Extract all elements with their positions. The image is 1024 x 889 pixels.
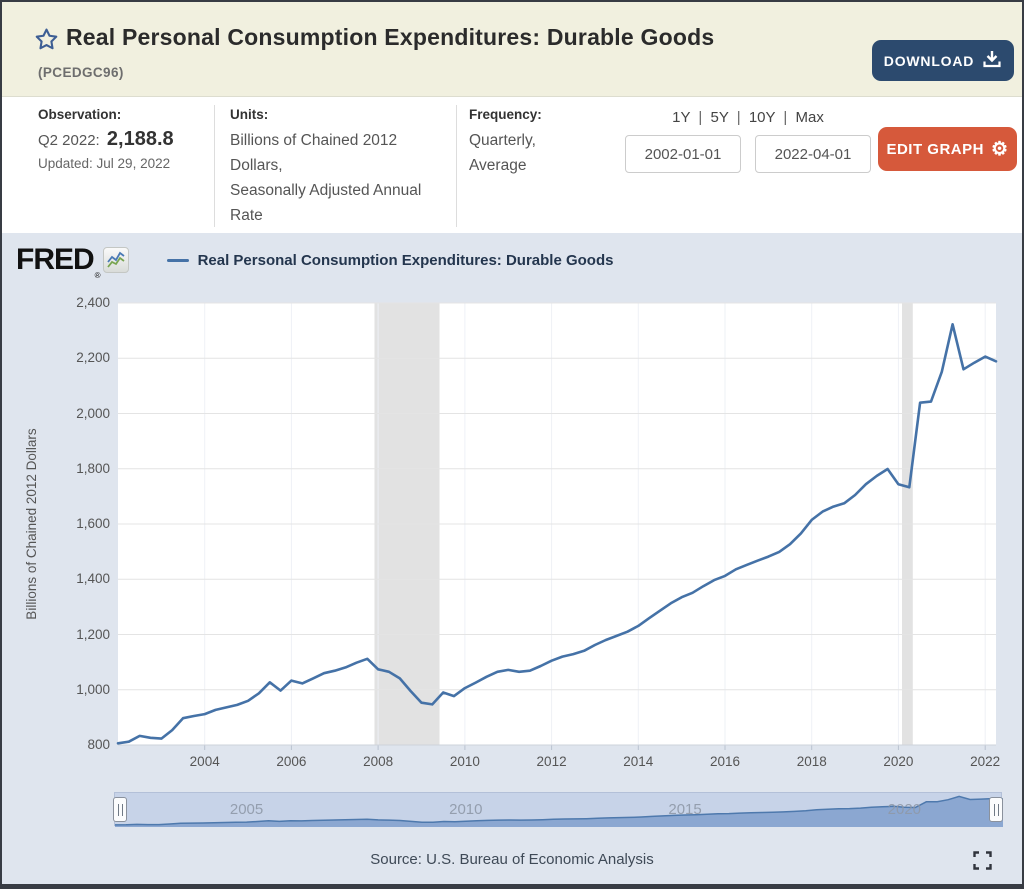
fred-logo[interactable]: FRED®	[16, 243, 101, 280]
series-id: (PCEDGC96)	[38, 65, 124, 80]
slider-handle-right[interactable]	[989, 797, 1003, 822]
x-axis-tick-label: 2014	[623, 754, 654, 769]
range-separator: |	[783, 109, 788, 126]
x-axis-tick-label: 2022	[970, 754, 1001, 769]
observation-label: Observation:	[38, 107, 122, 122]
x-axis-tick-label: 2012	[536, 754, 567, 769]
y-axis-tick-label: 1,600	[76, 516, 110, 531]
download-button-label: DOWNLOAD	[883, 52, 975, 69]
graph-container: FRED® Real Personal Consumption Expendit…	[2, 233, 1022, 884]
column-divider	[214, 105, 215, 227]
observation-period: Q2 2022:	[38, 132, 100, 149]
range-links: 1Y | 5Y | 10Y | Max	[625, 109, 871, 126]
frequency-column: Frequency: Quarterly, Average	[469, 107, 609, 178]
edit-graph-button[interactable]: EDIT GRAPH ⚙	[878, 127, 1017, 171]
y-axis-tick-label: 800	[87, 737, 110, 752]
source-note: Source: U.S. Bureau of Economic Analysis	[370, 851, 654, 868]
range-link-10y[interactable]: 10Y	[748, 109, 776, 126]
units-value-2: Seasonally Adjusted Annual Rate	[230, 182, 422, 224]
range-link-1y[interactable]: 1Y	[672, 109, 691, 126]
y-axis-title: Billions of Chained 2012 Dollars	[24, 428, 39, 620]
observation-value: 2,188.8	[106, 128, 174, 150]
slider-year-label: 2020	[887, 801, 922, 818]
range-link-max[interactable]: Max	[795, 109, 824, 126]
y-axis-tick-label: 1,400	[76, 571, 110, 587]
page-title: Real Personal Consumption Expenditures: …	[66, 24, 715, 50]
x-axis-tick-label: 2004	[189, 754, 220, 769]
y-axis-tick-label: 1,800	[76, 460, 110, 476]
x-axis-tick-label: 2006	[276, 754, 307, 769]
frequency-label: Frequency:	[469, 107, 542, 122]
y-axis-tick-label: 2,200	[76, 350, 110, 366]
units-column: Units: Billions of Chained 2012 Dollars,…	[230, 107, 454, 228]
range-link-5y[interactable]: 5Y	[710, 109, 729, 126]
x-axis-tick-label: 2016	[709, 754, 741, 769]
fullscreen-icon[interactable]	[971, 849, 994, 875]
range-separator: |	[698, 109, 703, 126]
series-legend: Real Personal Consumption Expenditures: …	[166, 251, 614, 269]
y-axis-tick-label: 2,000	[76, 405, 110, 421]
slider-area-chart	[115, 795, 1003, 827]
y-axis-tick-label: 2,400	[76, 295, 110, 310]
end-date-input[interactable]	[755, 135, 871, 173]
legend-line-sample	[166, 258, 189, 262]
start-date-input[interactable]	[625, 135, 741, 173]
frequency-value: Quarterly,	[469, 132, 536, 149]
y-axis-tick-label: 1,200	[76, 626, 110, 642]
fred-sparkline-icon	[102, 247, 129, 273]
legend-label: Real Personal Consumption Expenditures: …	[197, 251, 614, 269]
slider-year-label: 2005	[229, 801, 264, 818]
download-icon	[982, 50, 1002, 71]
edit-graph-button-label: EDIT GRAPH	[886, 140, 984, 158]
registered-mark: ®	[94, 271, 101, 280]
line-chart-plot[interactable]	[2, 233, 1022, 884]
x-axis-tick-label: 2020	[883, 754, 914, 769]
units-value: Billions of Chained 2012 Dollars,	[230, 132, 398, 174]
observation-updated: Updated: Jul 29, 2022	[38, 156, 171, 171]
x-axis-tick-label: 2018	[796, 754, 827, 769]
series-meta-toolbar: Observation: Q2 2022: 2,188.8 Updated: J…	[2, 97, 1022, 233]
units-label: Units:	[230, 107, 269, 122]
range-separator: |	[736, 109, 741, 126]
slider-year-label: 2015	[668, 801, 702, 818]
gear-icon: ⚙	[990, 138, 1009, 160]
slider-handle-left[interactable]	[113, 797, 127, 822]
grip-icon	[117, 803, 123, 816]
x-axis-tick-label: 2008	[363, 754, 394, 769]
frequency-value-2: Average	[469, 157, 527, 174]
y-axis-tick-label: 1,000	[76, 681, 110, 697]
x-axis-tick-label: 2010	[449, 754, 480, 769]
date-range-slider[interactable]: 2005 2010 2015 2020	[113, 792, 1003, 827]
download-button[interactable]: DOWNLOAD	[872, 40, 1014, 81]
column-divider	[456, 105, 457, 227]
brand-row: FRED® Real Personal Consumption Expendit…	[16, 243, 614, 280]
observation-column: Observation: Q2 2022: 2,188.8 Updated: J…	[38, 107, 208, 171]
grip-icon	[993, 803, 999, 816]
page-header: Real Personal Consumption Expenditures: …	[2, 2, 1022, 97]
slider-year-label: 2010	[449, 801, 483, 818]
favorite-star-icon[interactable]	[34, 27, 59, 57]
observation-line: Q2 2022: 2,188.8	[38, 128, 208, 151]
